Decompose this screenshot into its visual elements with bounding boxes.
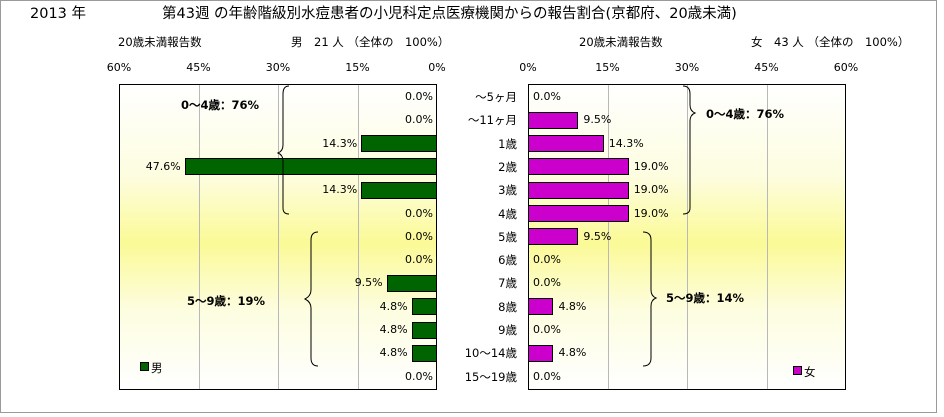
- legend-label-male: 男: [151, 361, 163, 375]
- left-value-label: 0.0%: [405, 206, 433, 220]
- right-value-label: 14.3%: [608, 136, 644, 150]
- left-tick-label: 60%: [106, 61, 132, 74]
- right-bar: [528, 298, 554, 316]
- left-subtitle-reports: 20歳未満報告数: [118, 35, 202, 49]
- left-value-label: 0.0%: [405, 90, 433, 103]
- left-annotation-0-4: 0～4歳：76%: [181, 98, 260, 112]
- category-label: 1歳: [498, 136, 517, 151]
- right-tick-label: 45%: [754, 61, 779, 74]
- left-tick-label: 15%: [345, 61, 370, 74]
- category-label: 2歳: [498, 159, 517, 174]
- category-label: 8歳: [498, 299, 517, 314]
- right-value-label: 19.0%: [633, 206, 669, 220]
- left-gridline: [357, 85, 359, 389]
- left-bar: [361, 135, 437, 153]
- left-brace-bottom: [303, 231, 319, 367]
- right-tick-label: 30%: [674, 61, 700, 74]
- category-label: 5歳: [498, 229, 517, 244]
- left-value-label: 4.8%: [379, 299, 408, 313]
- left-value-label: 4.8%: [379, 346, 408, 360]
- right-bar: [528, 228, 579, 246]
- left-value-label: 0.0%: [405, 113, 433, 127]
- left-value-label: 0.0%: [405, 369, 433, 383]
- right-value-label: 4.8%: [558, 299, 587, 313]
- right-gridline: [766, 85, 768, 389]
- category-label: 6歳: [498, 253, 517, 268]
- left-subtitle-count: 男 21 人 （全体の 100%）: [291, 35, 450, 49]
- left-plot-area: [119, 84, 437, 390]
- left-legend: 男: [140, 360, 163, 376]
- legend-swatch-male: [140, 362, 149, 371]
- left-bar: [386, 274, 437, 292]
- right-value-label: 9.5%: [583, 113, 612, 127]
- right-bar: [528, 181, 629, 199]
- right-subtitle-count: 女 43 人 （全体の 100%）: [751, 35, 910, 49]
- left-brace-top: [276, 85, 290, 215]
- left-value-label: 14.3%: [322, 136, 358, 150]
- right-value-label: 0.0%: [533, 276, 561, 290]
- left-gridline: [198, 85, 200, 389]
- left-tick-label: 0%: [428, 61, 446, 74]
- left-annotation-5-9: 5～9歳：19%: [187, 294, 266, 308]
- left-bar: [411, 321, 437, 339]
- right-value-label: 0.0%: [533, 90, 561, 103]
- right-bar: [528, 344, 554, 362]
- right-brace-top: [682, 85, 697, 215]
- right-bar: [528, 158, 629, 176]
- chart-title: 第43週 の年齢階級別水痘患者の小児科定点医療機関からの報告割合(京都府、20歳…: [162, 6, 737, 22]
- right-bar: [528, 111, 579, 129]
- left-gridline: [278, 85, 279, 389]
- left-value-label: 14.3%: [322, 183, 358, 197]
- right-annotation-5-9: 5～9歳：14%: [666, 291, 745, 305]
- chart-year: 2013 年: [30, 6, 87, 22]
- right-bar: [528, 135, 604, 153]
- right-legend: 女: [793, 364, 816, 380]
- right-tick-label: 60%: [833, 61, 859, 74]
- right-value-label: 19.0%: [633, 159, 669, 173]
- right-bar: [528, 205, 629, 222]
- left-tick-label: 30%: [265, 61, 291, 74]
- legend-swatch-female: [793, 366, 802, 375]
- category-label: ～5ヶ月: [475, 90, 517, 104]
- category-label: 4歳: [498, 206, 517, 221]
- right-brace-bottom: [642, 231, 658, 367]
- right-value-label: 0.0%: [533, 369, 561, 383]
- left-bar: [361, 181, 437, 199]
- legend-label-female: 女: [804, 365, 816, 379]
- right-annotation-0-4: 0～4歳：76%: [706, 107, 785, 121]
- category-label: ～11ヶ月: [467, 113, 517, 128]
- left-value-label: 47.6%: [145, 159, 181, 173]
- right-gridline: [607, 85, 609, 389]
- right-tick-label: 15%: [595, 61, 620, 74]
- left-bar: [184, 158, 437, 176]
- left-tick-label: 45%: [186, 61, 211, 74]
- right-value-label: 0.0%: [533, 323, 561, 336]
- left-value-label: 9.5%: [354, 276, 383, 290]
- right-value-label: 4.8%: [558, 346, 587, 360]
- right-plot-area: [528, 84, 846, 390]
- category-label: 15～19歳: [464, 369, 517, 384]
- right-tick-label: 0%: [519, 61, 537, 74]
- category-label: 7歳: [498, 276, 517, 291]
- left-value-label: 0.0%: [405, 253, 433, 267]
- category-label: 3歳: [498, 183, 517, 198]
- left-bar: [411, 298, 437, 316]
- right-subtitle-reports: 20歳未満報告数: [579, 35, 663, 49]
- right-value-label: 19.0%: [633, 183, 669, 197]
- right-gridline: [687, 85, 688, 389]
- right-value-label: 9.5%: [583, 229, 612, 243]
- left-value-label: 4.8%: [379, 323, 408, 336]
- right-value-label: 0.0%: [533, 253, 561, 267]
- category-label: 10～14歳: [464, 346, 517, 361]
- left-value-label: 0.0%: [405, 229, 433, 243]
- category-label: 9歳: [498, 323, 517, 337]
- left-bar: [411, 344, 437, 362]
